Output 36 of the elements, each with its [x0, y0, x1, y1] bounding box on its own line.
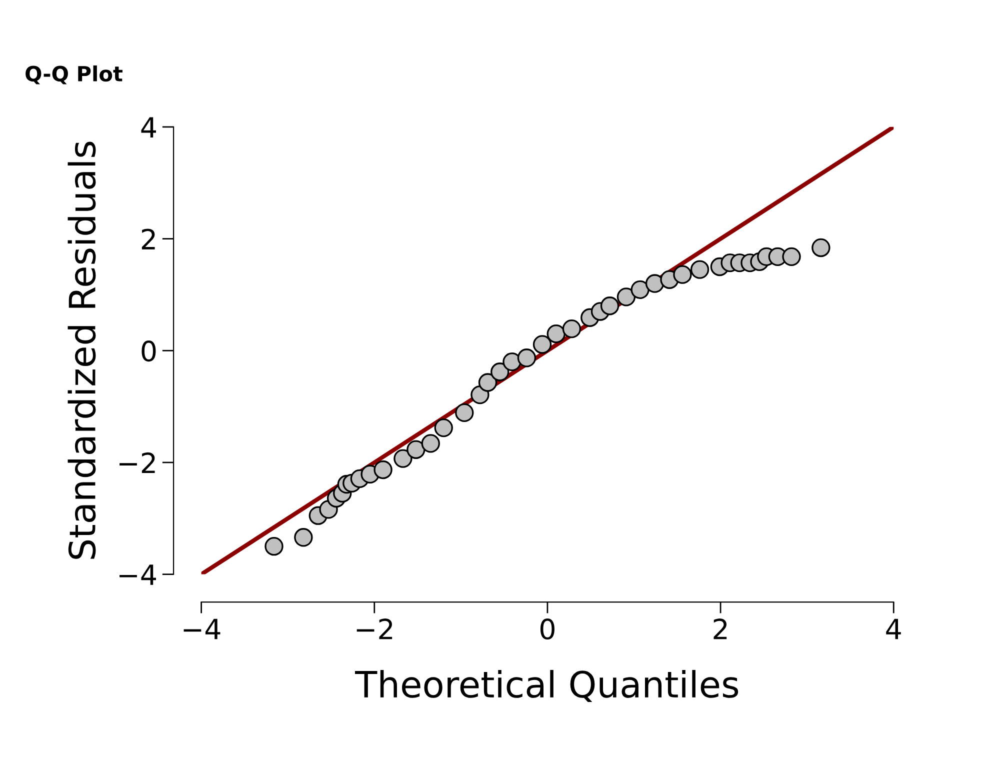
point: [502, 352, 522, 372]
point: [562, 319, 582, 338]
x-tick-label: 2: [714, 618, 727, 640]
x-tick-label: −4: [184, 618, 220, 640]
y-tick-label: 0: [142, 340, 156, 362]
x-tick-label: 0: [540, 618, 554, 640]
y-tick-label: −4: [120, 564, 156, 585]
point: [690, 260, 710, 279]
y-tick-label: −2: [120, 452, 155, 474]
point: [455, 403, 474, 422]
point: [434, 418, 453, 438]
y-axis-title: Standardized Residuals: [68, 142, 96, 559]
point: [812, 238, 830, 258]
point: [478, 373, 498, 392]
point: [546, 324, 566, 344]
point: [600, 296, 620, 316]
point: [616, 288, 636, 306]
point: [406, 440, 426, 459]
point: [394, 449, 412, 468]
x-tick-label: −2: [356, 618, 392, 640]
point: [673, 265, 692, 284]
point: [421, 434, 440, 453]
point: [532, 335, 552, 354]
point: [782, 247, 801, 266]
point: [294, 528, 313, 547]
y-tick-label: 2: [142, 228, 155, 250]
x-tick-label: 4: [886, 618, 901, 640]
point: [517, 348, 536, 368]
point: [630, 280, 650, 300]
point: [645, 274, 664, 293]
point: [264, 537, 284, 556]
x-axis-title: Theoretical Quantiles: [354, 670, 738, 702]
point: [490, 362, 510, 382]
chart-title: Q-Q Plot: [26, 65, 122, 84]
point: [374, 460, 392, 480]
y-tick-label: 4: [141, 117, 156, 138]
